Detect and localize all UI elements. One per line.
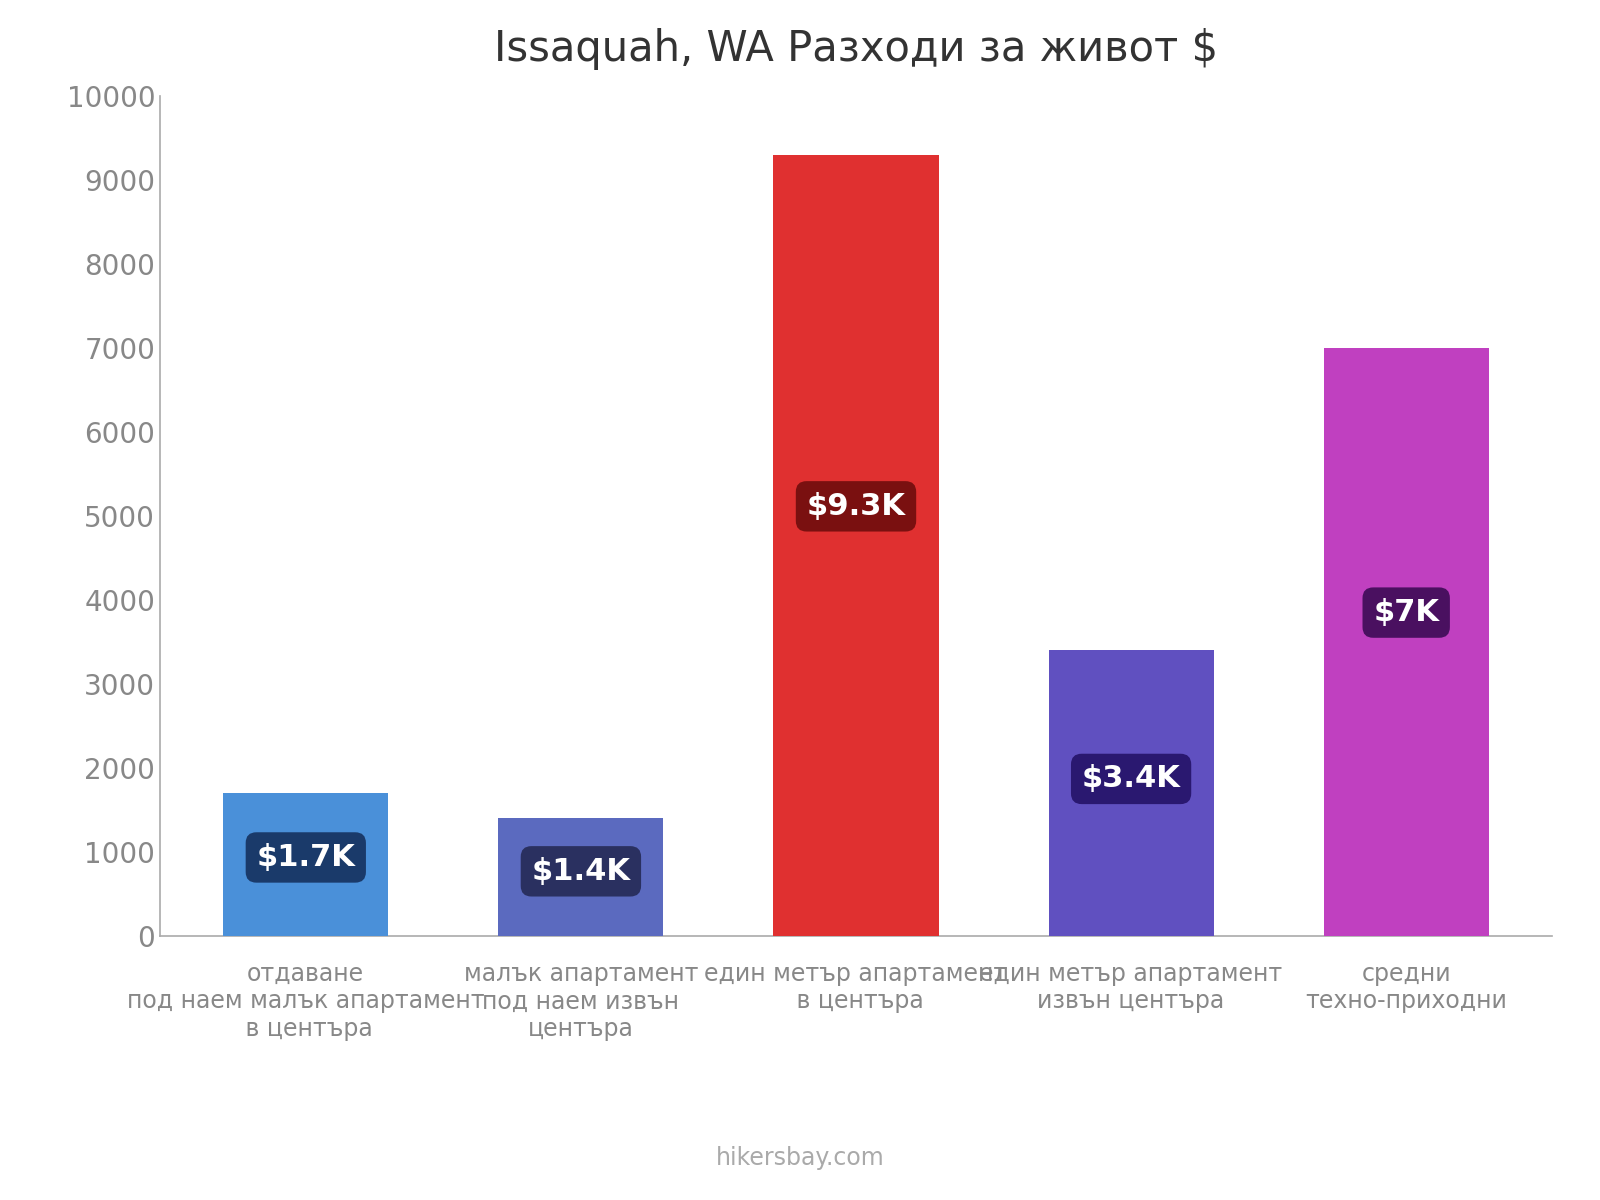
Text: hikersbay.com: hikersbay.com bbox=[715, 1146, 885, 1170]
Bar bbox=[224, 793, 389, 936]
Bar bbox=[1048, 650, 1214, 936]
Bar bbox=[1323, 348, 1488, 936]
Text: $3.4K: $3.4K bbox=[1082, 764, 1181, 793]
Text: $7K: $7K bbox=[1373, 598, 1438, 628]
Text: $1.4K: $1.4K bbox=[531, 857, 630, 886]
Text: $1.7K: $1.7K bbox=[256, 842, 355, 872]
Title: Issaquah, WA Разходи за живот $: Issaquah, WA Разходи за живот $ bbox=[494, 29, 1218, 71]
Bar bbox=[498, 818, 664, 936]
Bar bbox=[773, 155, 939, 936]
Text: $9.3K: $9.3K bbox=[806, 492, 906, 521]
